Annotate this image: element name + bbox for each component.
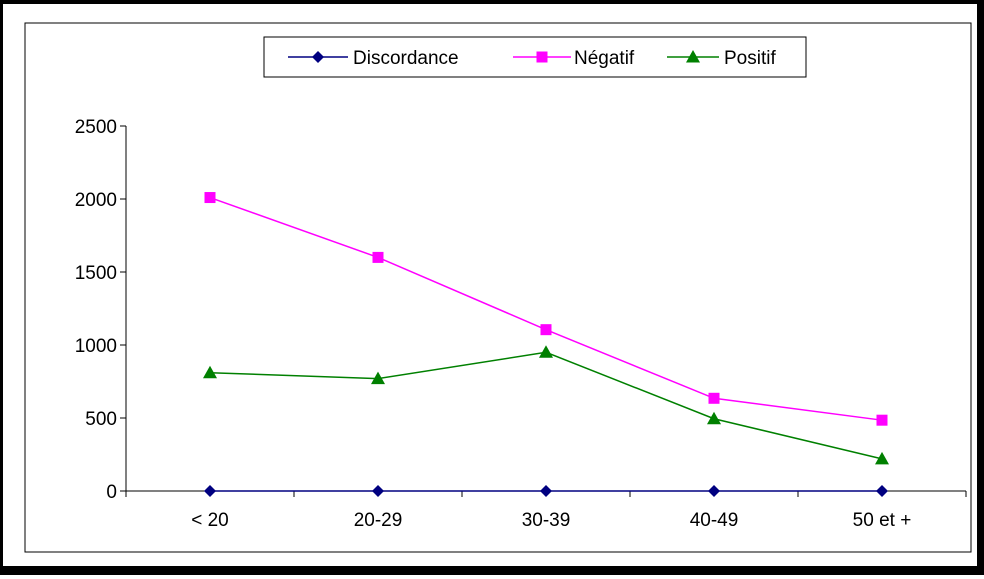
data-point-square — [204, 192, 216, 204]
x-tick-label: 20-29 — [354, 510, 403, 531]
data-point-diamond — [204, 485, 216, 497]
data-point-triangle — [203, 365, 217, 379]
series-layer — [203, 192, 889, 497]
x-tick-label: 50 et + — [853, 510, 912, 531]
data-point-triangle — [707, 411, 721, 425]
data-point-square — [708, 392, 720, 404]
legend-label: Positif — [724, 48, 776, 69]
legend-label: Négatif — [574, 48, 635, 69]
legend-label: Discordance — [353, 48, 459, 69]
series-line-positif — [209, 351, 883, 460]
line-chart: Discordance Négatif Positif 0 500 1000 1500 20… — [24, 22, 972, 553]
x-tick-label: 40-49 — [690, 510, 739, 531]
x-tick-label: 30-39 — [522, 510, 571, 531]
legend-marker-triangle — [686, 50, 700, 63]
plot-area-border — [24, 22, 972, 553]
y-tick-label: 500 — [85, 409, 117, 430]
series-line-négatif — [209, 196, 883, 421]
data-point-diamond — [708, 485, 720, 497]
y-tick-label: 1000 — [75, 336, 117, 357]
axes: 0 500 1000 1500 2000 2500 < 20 20-29 30-39 40-49 5… — [75, 117, 967, 531]
legend-marker-diamond — [312, 51, 324, 63]
y-tick-label: 2000 — [75, 190, 117, 211]
x-tick-label: < 20 — [191, 510, 229, 531]
y-tick-label: 0 — [106, 482, 117, 503]
data-point-triangle — [539, 345, 553, 358]
data-point-square — [876, 414, 888, 426]
legend-marker-square — [536, 51, 548, 63]
data-point-diamond — [540, 485, 552, 497]
data-point-diamond — [372, 485, 384, 497]
data-point-square — [372, 251, 384, 263]
data-point-square — [540, 324, 552, 336]
data-point-diamond — [876, 485, 888, 497]
legend: Discordance Négatif Positif — [263, 36, 807, 78]
data-point-triangle — [875, 451, 889, 465]
data-point-triangle — [371, 371, 385, 385]
y-tick-label: 1500 — [75, 263, 117, 284]
y-tick-label: 2500 — [75, 117, 117, 138]
